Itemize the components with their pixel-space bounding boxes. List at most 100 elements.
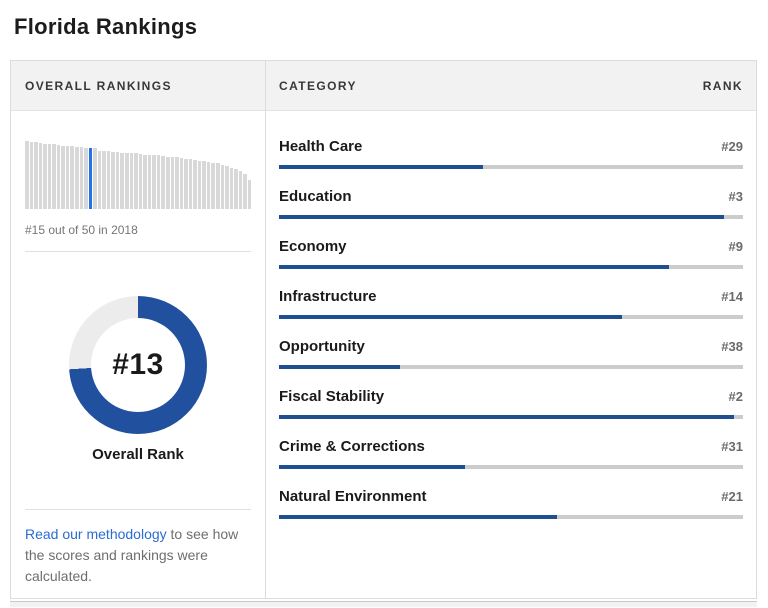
category-rank-value: #21 bbox=[721, 489, 743, 504]
distribution-bar bbox=[29, 141, 34, 209]
distribution-bar bbox=[93, 148, 97, 209]
distribution-bar bbox=[61, 145, 65, 209]
overall-rank-donut-section: #13 Overall Rank bbox=[25, 296, 251, 463]
distribution-bar bbox=[47, 144, 52, 209]
page-title: Florida Rankings bbox=[14, 14, 198, 39]
distribution-bar bbox=[129, 153, 134, 209]
overall-rankings-header: OVERALL RANKINGS bbox=[11, 61, 265, 111]
category-rank-value: #2 bbox=[728, 389, 743, 404]
category-bar-fill bbox=[279, 415, 734, 419]
distribution-bar bbox=[56, 145, 61, 209]
distribution-bar bbox=[215, 163, 220, 209]
methodology-link[interactable]: Read our methodology bbox=[25, 526, 167, 542]
distribution-bar bbox=[161, 155, 165, 209]
distribution-bar bbox=[25, 141, 29, 209]
category-label: Opportunity bbox=[279, 338, 365, 355]
distribution-bar bbox=[206, 162, 211, 209]
category-bar-track bbox=[279, 515, 743, 519]
category-rank-value: #3 bbox=[728, 189, 743, 204]
distribution-bar bbox=[143, 154, 147, 209]
distribution-bar bbox=[165, 156, 170, 209]
category-rows-container: Health Care #29 Education #3 Economy #9 Infras… bbox=[266, 111, 756, 538]
category-bar-track bbox=[279, 315, 743, 319]
overall-rank-label: Overall Rank bbox=[92, 446, 184, 463]
distribution-bar bbox=[125, 152, 129, 209]
rankings-card: OVERALL RANKINGS #15 out of 50 in 2018 #… bbox=[10, 60, 757, 599]
category-bar-track bbox=[279, 215, 743, 219]
distribution-bar bbox=[193, 160, 197, 209]
category-row: Natural Environment #21 bbox=[279, 488, 743, 519]
overall-rankings-header-label: OVERALL RANKINGS bbox=[25, 78, 172, 93]
distribution-bar bbox=[202, 161, 206, 209]
category-bar-fill bbox=[279, 165, 484, 169]
rank-distribution-caption: #15 out of 50 in 2018 bbox=[25, 223, 138, 237]
distribution-bar bbox=[238, 170, 243, 209]
distribution-bar bbox=[188, 159, 193, 209]
category-label: Infrastructure bbox=[279, 288, 377, 305]
category-rank-value: #14 bbox=[721, 289, 743, 304]
category-bar-track bbox=[279, 365, 743, 369]
category-rank-value: #29 bbox=[721, 139, 743, 154]
category-label: Fiscal Stability bbox=[279, 388, 385, 405]
distribution-bar bbox=[97, 150, 102, 209]
category-bar-fill bbox=[279, 215, 725, 219]
distribution-bar bbox=[229, 167, 234, 209]
category-row: Economy #9 bbox=[279, 238, 743, 269]
distribution-bar bbox=[243, 174, 247, 209]
distribution-bar bbox=[106, 151, 111, 209]
distribution-bar bbox=[156, 155, 161, 209]
category-row: Fiscal Stability #2 bbox=[279, 388, 743, 419]
next-section-strip bbox=[10, 601, 757, 607]
distribution-bar bbox=[43, 143, 47, 209]
category-rank-value: #38 bbox=[721, 339, 743, 354]
category-row: Crime & Corrections #31 bbox=[279, 438, 743, 469]
distribution-bar bbox=[75, 147, 79, 209]
distribution-bar bbox=[120, 152, 125, 209]
category-row: Infrastructure #14 bbox=[279, 288, 743, 319]
overall-rank-donut-chart: #13 bbox=[69, 296, 207, 434]
distribution-bar bbox=[115, 151, 120, 209]
divider bbox=[25, 251, 251, 252]
category-bar-fill bbox=[279, 365, 400, 369]
category-column-header: CATEGORY bbox=[279, 78, 357, 93]
distribution-bar-highlighted bbox=[88, 147, 93, 209]
distribution-bar bbox=[34, 142, 38, 209]
overall-rankings-body: #15 out of 50 in 2018 #13 Overall Rank R… bbox=[11, 111, 265, 587]
methodology-note: Read our methodology to see how the scor… bbox=[25, 524, 251, 587]
distribution-bar bbox=[197, 160, 202, 209]
distribution-bar bbox=[220, 164, 225, 209]
distribution-bar bbox=[111, 151, 115, 209]
category-bar-track bbox=[279, 415, 743, 419]
distribution-bar bbox=[147, 154, 152, 209]
category-label: Economy bbox=[279, 238, 347, 255]
category-bar-fill bbox=[279, 265, 669, 269]
category-rankings-header: CATEGORY RANK bbox=[266, 61, 756, 111]
overall-rank-donut-hole: #13 bbox=[91, 318, 185, 412]
distribution-bar bbox=[211, 162, 215, 209]
category-rank-value: #9 bbox=[728, 239, 743, 254]
distribution-bar bbox=[102, 151, 106, 209]
distribution-bar bbox=[84, 147, 88, 209]
category-bar-track bbox=[279, 165, 743, 169]
distribution-bar bbox=[179, 158, 184, 209]
distribution-bar bbox=[70, 146, 75, 209]
overall-rankings-panel: OVERALL RANKINGS #15 out of 50 in 2018 #… bbox=[11, 61, 266, 598]
category-row: Health Care #29 bbox=[279, 138, 743, 169]
distribution-bar bbox=[170, 157, 175, 209]
category-rankings-panel: CATEGORY RANK Health Care #29 Education #3 E… bbox=[266, 61, 756, 598]
distribution-bar bbox=[38, 143, 43, 209]
divider bbox=[25, 509, 251, 510]
distribution-bar bbox=[152, 155, 156, 209]
distribution-bar bbox=[175, 157, 179, 209]
category-bar-fill bbox=[279, 465, 465, 469]
distribution-bar bbox=[52, 144, 56, 209]
distribution-bar bbox=[138, 153, 143, 209]
distribution-bar bbox=[184, 158, 188, 209]
rank-column-header: RANK bbox=[702, 78, 743, 93]
category-label: Education bbox=[279, 188, 352, 205]
category-bar-track bbox=[279, 265, 743, 269]
rank-distribution-chart bbox=[25, 141, 252, 209]
category-bar-track bbox=[279, 465, 743, 469]
category-label: Natural Environment bbox=[279, 488, 427, 505]
methodology-text: to see how the scores and rankings were … bbox=[25, 526, 239, 584]
